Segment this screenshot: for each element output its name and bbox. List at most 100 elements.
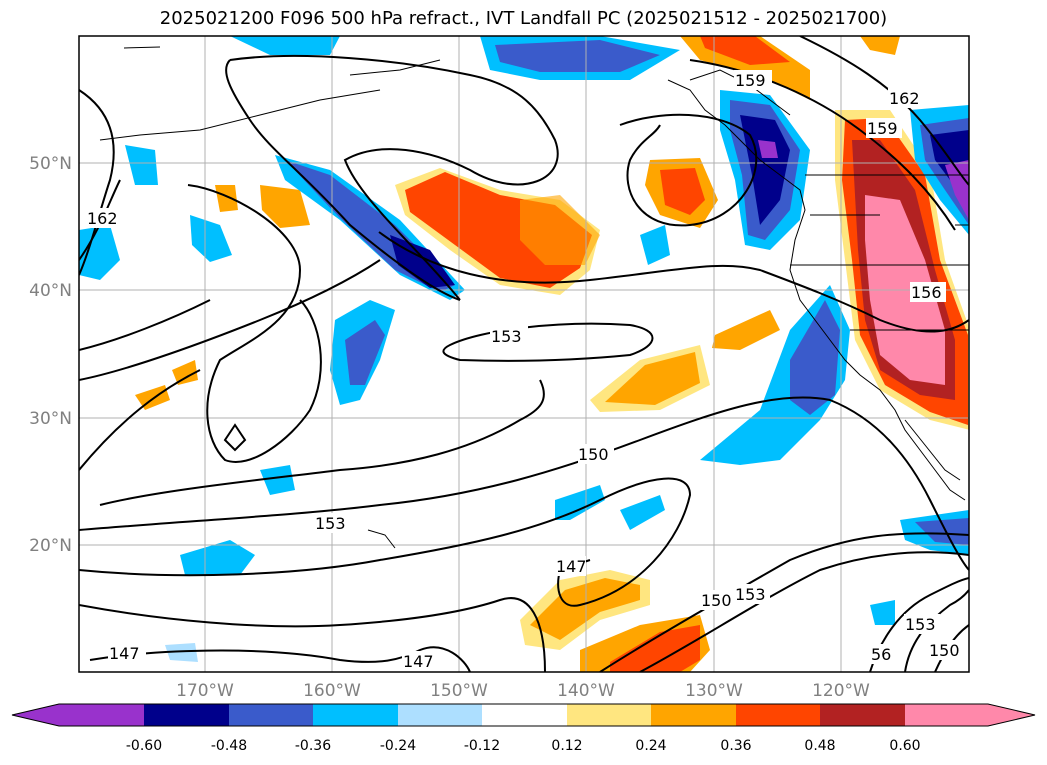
negative-anomaly-region bbox=[165, 643, 198, 662]
contour-label: 150 bbox=[578, 445, 609, 464]
contour-label-bg bbox=[578, 444, 614, 464]
negative-anomaly-region bbox=[190, 215, 232, 262]
contour-label-bg bbox=[904, 614, 940, 634]
contour-label-bg bbox=[490, 326, 528, 346]
height-contours bbox=[79, 36, 969, 672]
positive-anomaly-region bbox=[680, 36, 810, 100]
negative-anomaly-region bbox=[345, 320, 385, 385]
colorbar-segment bbox=[313, 704, 398, 726]
colorbar-tick-label: -0.36 bbox=[295, 738, 331, 754]
contour-label: 162 bbox=[87, 209, 118, 228]
lat-tick-label: 50°N bbox=[29, 154, 72, 174]
contour-label: 147 bbox=[556, 557, 587, 576]
contour-line bbox=[79, 369, 201, 471]
colorbar-segment bbox=[905, 704, 988, 726]
map-title: 2025021200 F096 500 hPa refract., IVT La… bbox=[159, 8, 888, 29]
contour-line bbox=[904, 589, 969, 672]
contour-label: 150 bbox=[929, 641, 960, 660]
contour-label: 147 bbox=[403, 652, 434, 671]
contour-line bbox=[225, 55, 559, 301]
lon-tick-label: 120°W bbox=[812, 681, 870, 701]
contour-labels: 159 162 159 162 153 150 153 147 147 150 … bbox=[86, 70, 964, 671]
colorbar-segment bbox=[567, 704, 651, 726]
negative-anomaly-region bbox=[79, 225, 120, 280]
contour-label: 159 bbox=[867, 119, 898, 138]
contour-label-bg bbox=[700, 590, 736, 610]
colorbar-tick-label: 0.60 bbox=[889, 738, 920, 754]
contour-label: 153 bbox=[905, 615, 936, 634]
contour-label-bg bbox=[402, 651, 442, 671]
lat-tick-label: 30°N bbox=[29, 409, 72, 429]
positive-anomaly-region bbox=[605, 352, 700, 405]
contour-line bbox=[599, 532, 969, 672]
lon-tick-label: 150°W bbox=[430, 681, 488, 701]
positive-anomaly-region bbox=[215, 185, 238, 212]
contour-label-bg bbox=[870, 644, 892, 664]
positive-anomaly-region bbox=[172, 360, 198, 385]
contour-label: 162 bbox=[889, 89, 920, 108]
contour-label: 153 bbox=[735, 585, 766, 604]
colorbar-segment bbox=[651, 704, 736, 726]
coastline bbox=[349, 59, 441, 76]
contour-label-bg bbox=[108, 643, 146, 663]
coastline bbox=[367, 529, 396, 549]
contour-label: 153 bbox=[491, 327, 522, 346]
colorbar-tick-label: -0.12 bbox=[464, 738, 500, 754]
contour-line bbox=[799, 36, 969, 186]
lon-tick-label: 140°W bbox=[557, 681, 615, 701]
contour-label: 147 bbox=[109, 644, 140, 663]
negative-anomaly-region bbox=[915, 518, 969, 545]
contour-label: 153 bbox=[315, 514, 346, 533]
contour-line bbox=[79, 396, 969, 571]
contour-label: 156 bbox=[911, 283, 942, 302]
colorbar-segment bbox=[820, 704, 905, 726]
negative-anomaly-region bbox=[230, 36, 340, 55]
contour-line bbox=[89, 646, 471, 672]
colorbar-tick-label: 0.48 bbox=[804, 738, 835, 754]
lat-tick-labels: 50°N 40°N 30°N 20°N bbox=[29, 154, 72, 556]
contour-label: 150 bbox=[701, 591, 732, 610]
colorbar-extend-high bbox=[988, 704, 1035, 726]
colorbar-segment bbox=[229, 704, 313, 726]
positive-anomaly-region bbox=[712, 310, 780, 350]
positive-anomaly-region bbox=[610, 625, 700, 672]
contour-label-bg bbox=[866, 118, 902, 138]
contour-label-bg bbox=[556, 556, 586, 576]
contour-line bbox=[79, 259, 381, 381]
positive-anomaly-region bbox=[520, 195, 600, 265]
colorbar-tick-label: 0.12 bbox=[551, 738, 582, 754]
contour-label-bg bbox=[734, 584, 770, 604]
colorbar-tick-label: 0.24 bbox=[635, 738, 666, 754]
lat-tick-label: 40°N bbox=[29, 281, 72, 301]
contour-label-bg bbox=[86, 208, 116, 228]
coastline bbox=[99, 89, 381, 141]
contour-line bbox=[442, 322, 654, 362]
colorbar-outline bbox=[11, 703, 1036, 727]
contour-label: 159 bbox=[735, 71, 766, 90]
coastline bbox=[667, 79, 966, 501]
contour-line bbox=[79, 597, 546, 672]
colorbar: -0.60 -0.48 -0.36 -0.24 -0.12 0.12 0.24 … bbox=[11, 703, 1036, 754]
contour-label-bg bbox=[734, 70, 772, 90]
colorbar-segment bbox=[736, 704, 820, 726]
colorbar-segment bbox=[59, 704, 144, 726]
contour-line bbox=[99, 379, 545, 506]
negative-anomaly-region bbox=[640, 225, 670, 265]
negative-anomaly-region bbox=[260, 465, 295, 495]
coastline bbox=[123, 46, 161, 49]
contour-label-bg bbox=[888, 88, 922, 108]
positive-anomaly-region bbox=[700, 36, 790, 65]
lon-tick-label: 130°W bbox=[685, 681, 743, 701]
contour-label: 56 bbox=[871, 645, 891, 664]
lat-tick-label: 20°N bbox=[29, 536, 72, 556]
lon-tick-label: 160°W bbox=[303, 681, 361, 701]
colorbar-segment bbox=[398, 704, 482, 726]
colorbar-segment bbox=[482, 704, 567, 726]
positive-anomaly-region bbox=[260, 185, 310, 228]
positive-anomaly-region bbox=[860, 36, 900, 55]
state-border bbox=[790, 174, 969, 331]
colorbar-tick-label: -0.60 bbox=[126, 738, 162, 754]
colorbar-tick-label: -0.48 bbox=[211, 738, 247, 754]
coastline bbox=[904, 419, 961, 481]
contour-label-bg bbox=[928, 640, 964, 660]
